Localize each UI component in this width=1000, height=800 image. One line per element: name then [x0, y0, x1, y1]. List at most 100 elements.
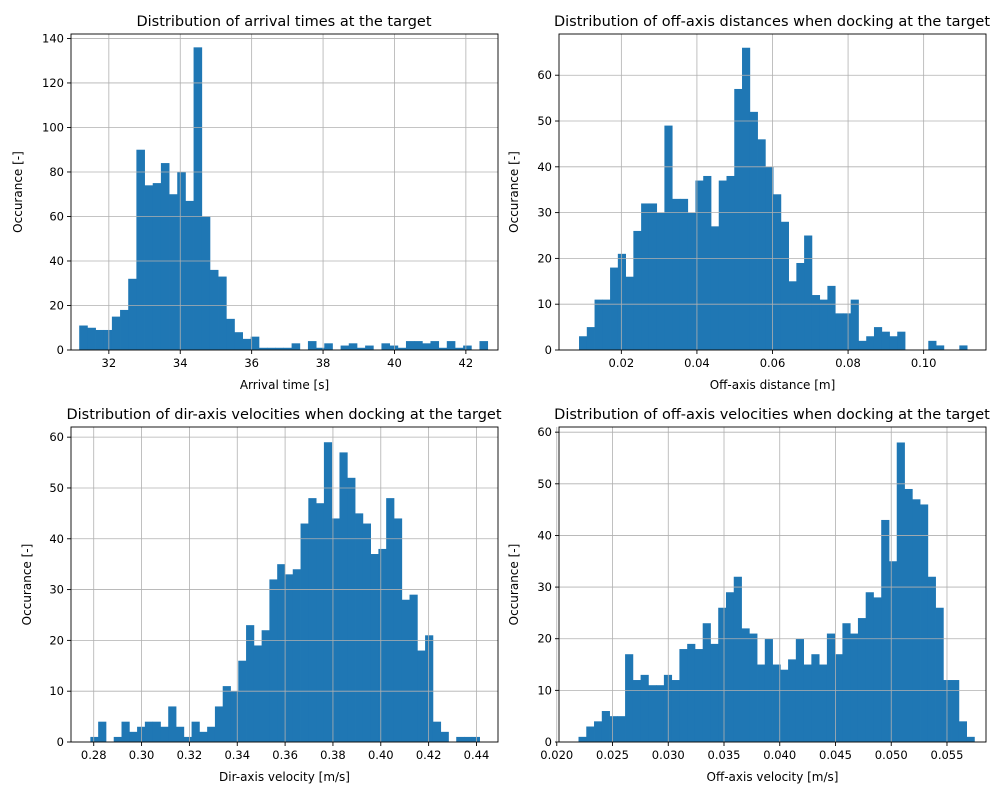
y-tick-label: 50	[537, 114, 552, 128]
histogram-bar	[703, 175, 712, 350]
histogram-bar	[842, 313, 852, 350]
x-tick-label: 0.44	[464, 748, 490, 762]
histogram-bar	[176, 726, 185, 742]
histogram-bar	[656, 685, 665, 742]
x-tick-label: 0.045	[819, 748, 852, 762]
histogram-bar	[144, 721, 154, 742]
y-tick-label: 0	[545, 343, 552, 357]
histogram-bar	[238, 660, 247, 742]
histogram-bar	[300, 523, 309, 742]
x-tick-label: 0.30	[129, 748, 155, 762]
chart-title: Distribution of off-axis velocities when…	[554, 407, 990, 423]
histogram-bar	[602, 299, 611, 350]
histogram-bar	[749, 111, 758, 350]
y-tick-label: 60	[49, 430, 64, 444]
y-axis-label: Occurance [-]	[20, 544, 34, 626]
y-tick-label: 0	[57, 735, 64, 749]
histogram-bar	[803, 664, 812, 742]
histogram-bar	[757, 139, 766, 350]
x-tick-label: 0.40	[368, 748, 394, 762]
x-axis-label: Arrival time [s]	[240, 378, 329, 392]
y-tick-label: 30	[49, 583, 64, 597]
histogram-bar	[873, 327, 883, 350]
y-tick-label: 60	[537, 68, 552, 82]
x-tick-label: 38	[316, 356, 331, 370]
histogram-bar	[958, 721, 967, 742]
histogram-bar	[378, 548, 387, 742]
histogram-bar	[780, 669, 789, 742]
y-tick-label: 10	[537, 683, 552, 697]
histogram-bar	[169, 194, 178, 350]
histogram-bar	[129, 731, 138, 742]
histogram-bar	[935, 607, 944, 742]
histogram-bar	[365, 345, 374, 350]
histogram-bar	[121, 721, 130, 742]
histogram-panel-4: 0.020 0.025 0.030 0.035 0.040 0.045 0.050 0.055…	[507, 407, 990, 784]
histogram-bar	[881, 331, 890, 350]
histogram-bar	[734, 88, 743, 350]
histogram-bar	[757, 664, 766, 742]
histogram-bar	[261, 630, 270, 742]
x-tick-label: 36	[244, 356, 259, 370]
histogram-bar	[207, 726, 216, 742]
histogram-bar	[393, 518, 403, 742]
histogram-bar	[959, 345, 968, 350]
x-tick-label: 34	[173, 356, 188, 370]
histogram-bar	[258, 347, 268, 350]
y-tick-label: 140	[42, 31, 64, 45]
histogram-bar	[347, 477, 356, 742]
histogram-bar	[291, 343, 301, 350]
histogram-bar	[726, 175, 735, 350]
histogram-bar	[425, 635, 434, 742]
histogram-bar	[773, 194, 782, 350]
histogram-bar	[267, 347, 276, 350]
histogram-bar	[881, 519, 890, 742]
histogram-bar	[331, 518, 340, 742]
histogram-bar	[594, 721, 603, 742]
histogram-bar	[873, 597, 882, 742]
histogram-bar	[397, 347, 407, 350]
histogram-bar	[943, 680, 952, 742]
x-tick-label: 0.10	[911, 356, 937, 370]
histogram-bar	[464, 736, 473, 742]
histogram-bar	[741, 628, 750, 742]
histogram-bar	[292, 569, 301, 742]
histogram-bar	[355, 513, 364, 742]
histogram-bar	[664, 125, 673, 350]
histogram-bar	[389, 345, 399, 350]
x-tick-label: 40	[387, 356, 402, 370]
histogram-bar	[307, 341, 317, 350]
histogram-bar	[625, 654, 634, 742]
y-tick-label: 50	[49, 481, 64, 495]
histogram-bar	[277, 564, 286, 742]
histogram-bar	[888, 561, 898, 742]
histogram-bar	[471, 736, 480, 742]
x-tick-label: 0.02	[609, 356, 635, 370]
histogram-bar	[417, 650, 426, 742]
y-tick-label: 60	[49, 209, 64, 223]
x-tick-label: 0.42	[416, 748, 442, 762]
histogram-bar	[586, 327, 595, 350]
histogram-bar	[422, 343, 431, 350]
histogram-bar	[113, 736, 122, 742]
histogram-bar	[191, 721, 200, 742]
histogram-bar	[414, 341, 423, 350]
histogram-bar	[409, 594, 418, 742]
histogram-bar	[928, 340, 937, 350]
histogram-bar	[120, 309, 129, 350]
y-tick-label: 40	[537, 160, 552, 174]
histogram-bar	[87, 327, 96, 350]
histogram-bar	[819, 299, 828, 350]
axes-frame	[70, 426, 499, 743]
histogram-bar	[152, 183, 162, 350]
histogram-bar	[250, 336, 260, 350]
histogram-bar	[218, 276, 227, 350]
histogram-bar	[842, 623, 851, 742]
histogram-bar	[641, 203, 650, 350]
histogram-bar	[201, 216, 211, 350]
x-tick-label: 0.04	[684, 356, 710, 370]
x-tick-label: 0.025	[596, 748, 629, 762]
histogram-bar	[718, 607, 727, 742]
histogram-bar	[222, 686, 231, 742]
histogram-bar	[951, 680, 960, 742]
